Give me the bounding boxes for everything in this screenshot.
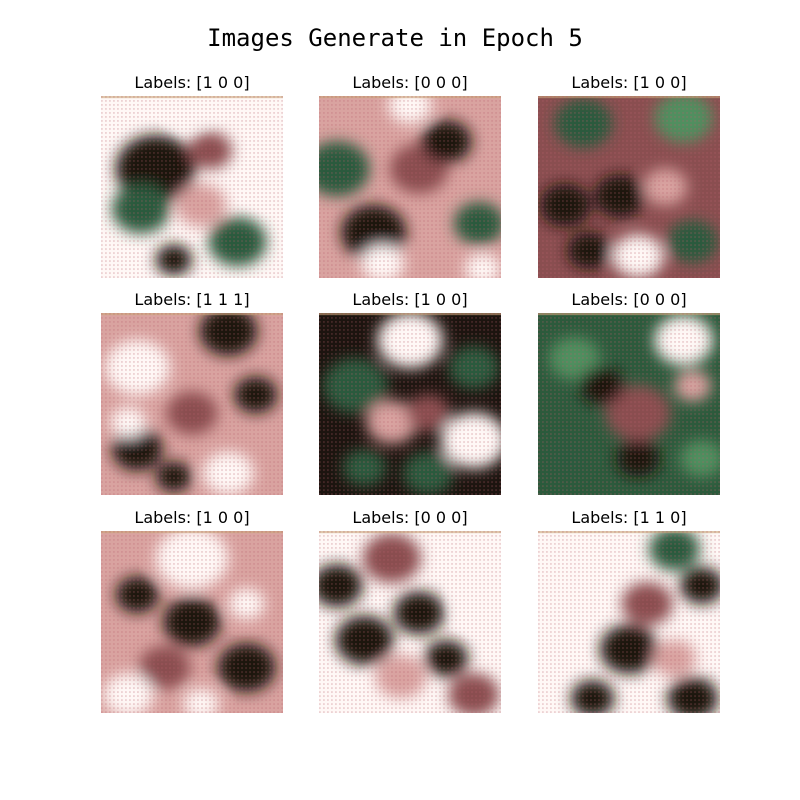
panel-2: Labels: [0 0 0] bbox=[319, 72, 501, 282]
panel-6: Labels: [0 0 0] bbox=[538, 289, 720, 499]
generated-image bbox=[101, 531, 283, 713]
panel-5: Labels: [1 0 0] bbox=[319, 289, 501, 499]
generated-image bbox=[101, 96, 283, 278]
generated-image bbox=[319, 96, 501, 278]
panel-label: Labels: [1 1 1] bbox=[134, 290, 250, 309]
panel-label: Labels: [1 0 0] bbox=[134, 73, 250, 92]
panel-label: Labels: [1 1 0] bbox=[571, 508, 687, 527]
panel-8: Labels: [0 0 0] bbox=[319, 507, 501, 717]
figure-title: Images Generate in Epoch 5 bbox=[207, 24, 583, 52]
generated-image bbox=[538, 313, 720, 495]
panel-label: Labels: [1 0 0] bbox=[352, 290, 468, 309]
panel-label: Labels: [0 0 0] bbox=[352, 508, 468, 527]
panel-1: Labels: [1 0 0] bbox=[101, 72, 283, 282]
panel-label: Labels: [1 0 0] bbox=[134, 508, 250, 527]
panel-label: Labels: [0 0 0] bbox=[571, 290, 687, 309]
generated-image bbox=[538, 96, 720, 278]
panel-9: Labels: [1 1 0] bbox=[538, 507, 720, 717]
panel-label: Labels: [1 0 0] bbox=[571, 73, 687, 92]
generated-image bbox=[319, 531, 501, 713]
generated-image bbox=[538, 531, 720, 713]
panel-label: Labels: [0 0 0] bbox=[352, 73, 468, 92]
generated-image bbox=[101, 313, 283, 495]
panel-3: Labels: [1 0 0] bbox=[538, 72, 720, 282]
generated-image bbox=[319, 313, 501, 495]
panel-4: Labels: [1 1 1] bbox=[101, 289, 283, 499]
panel-7: Labels: [1 0 0] bbox=[101, 507, 283, 717]
